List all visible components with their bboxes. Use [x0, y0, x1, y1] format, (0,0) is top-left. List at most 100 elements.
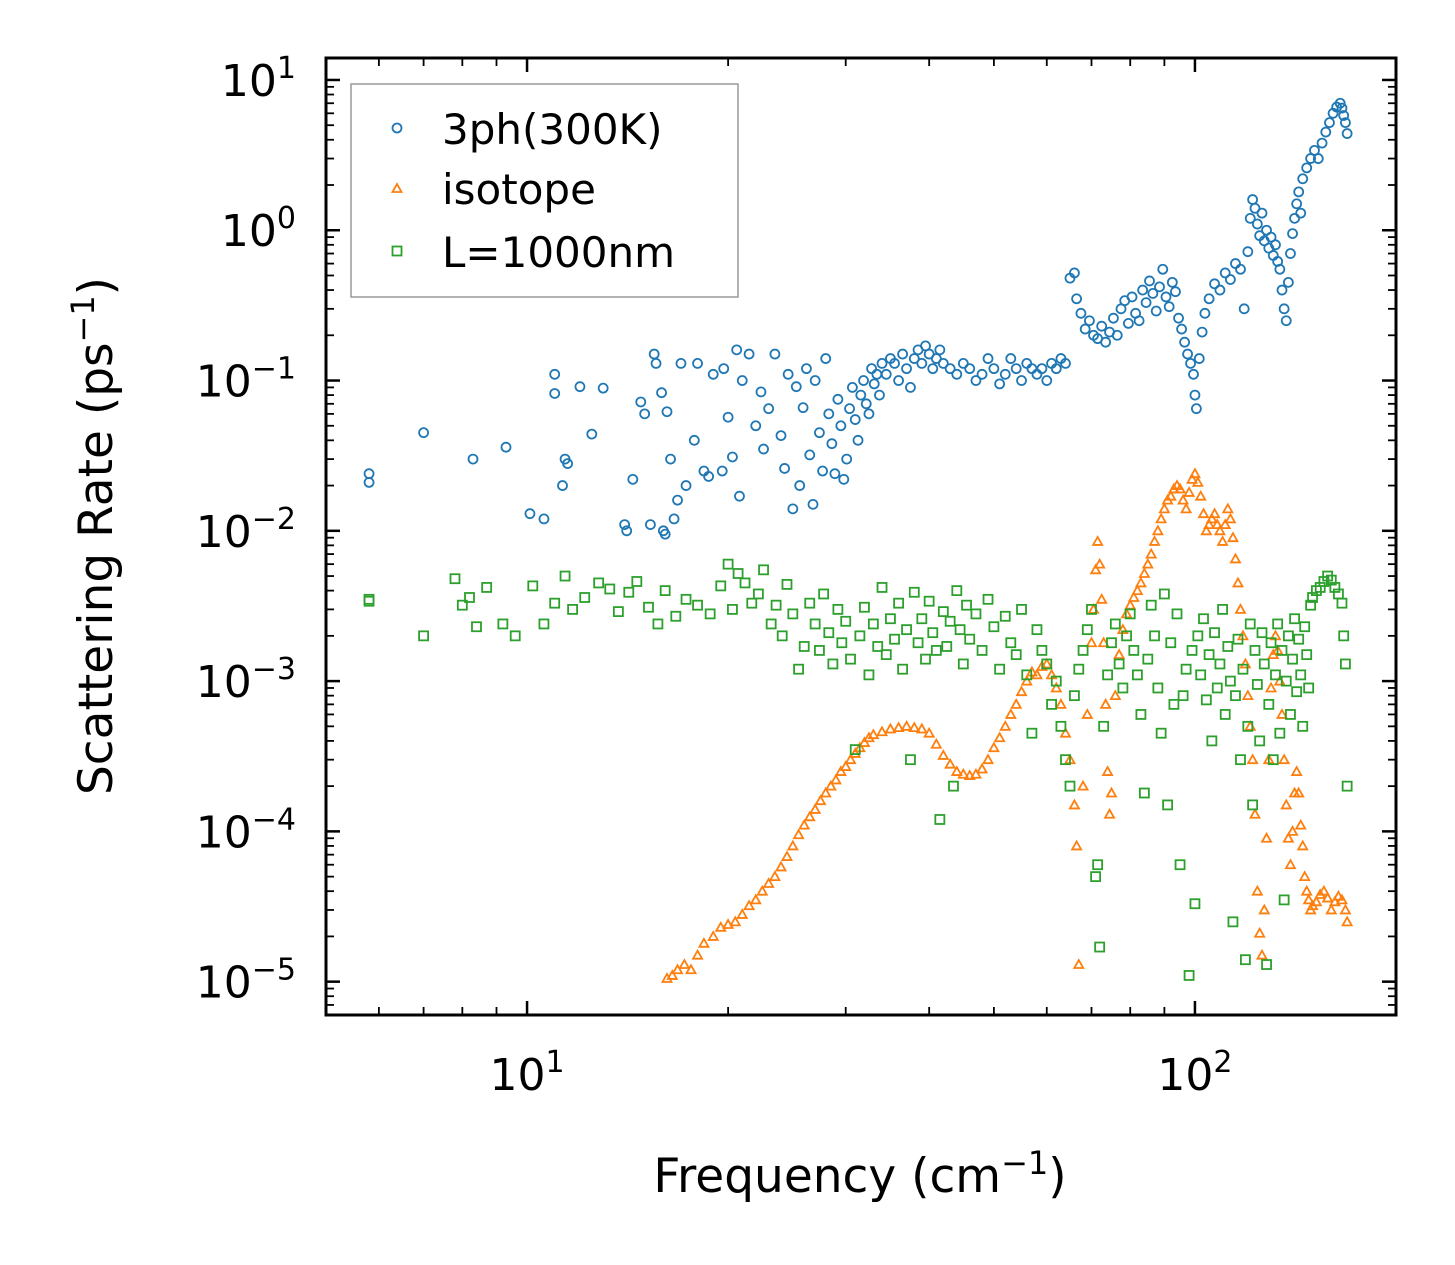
data-point	[1240, 954, 1251, 966]
x-axis-title-exp: −1	[1001, 1144, 1048, 1182]
data-point	[1216, 535, 1229, 546]
data-point	[1286, 825, 1299, 836]
data-point	[908, 721, 921, 733]
data-point	[1183, 486, 1196, 497]
data-point	[964, 633, 976, 645]
data-point	[1192, 630, 1204, 642]
data-point	[736, 908, 749, 919]
data-point	[920, 653, 931, 665]
data-point	[901, 624, 912, 636]
data-point	[1064, 780, 1076, 792]
data-point	[716, 465, 728, 477]
data-point	[961, 599, 972, 611]
data-point	[855, 389, 867, 401]
data-point	[1221, 502, 1234, 514]
data-point	[868, 378, 880, 390]
data-point	[982, 593, 994, 605]
data-point	[889, 633, 900, 645]
data-point	[1226, 531, 1239, 543]
data-point	[1179, 336, 1191, 348]
data-point	[819, 786, 832, 798]
data-point	[1280, 315, 1292, 327]
data-point	[804, 449, 816, 461]
data-point	[803, 810, 816, 822]
data-point	[734, 490, 745, 502]
data-point	[1174, 482, 1187, 494]
data-point	[1059, 726, 1072, 738]
y-tick-label: 10−5	[196, 953, 296, 1009]
data-point	[1224, 274, 1236, 285]
data-point	[1312, 153, 1324, 164]
data-point	[1050, 363, 1062, 375]
data-point	[1244, 618, 1256, 630]
data-point	[1191, 476, 1204, 487]
data-point	[1329, 582, 1341, 593]
y-tick-label: 10−2	[196, 502, 296, 558]
data-point	[1126, 291, 1138, 303]
data-point	[1222, 641, 1234, 652]
data-point	[807, 498, 819, 510]
data-point	[1124, 608, 1136, 620]
data-point	[999, 610, 1011, 622]
data-point	[1219, 709, 1231, 720]
data-point	[1158, 588, 1170, 600]
data-point	[1325, 903, 1338, 915]
data-point	[1278, 303, 1290, 315]
data-point	[793, 663, 804, 675]
data-point	[1127, 591, 1140, 602]
data-point	[951, 368, 963, 380]
data-point	[964, 363, 976, 375]
data-point	[905, 754, 916, 766]
data-point	[1338, 110, 1350, 121]
data-point	[893, 597, 905, 609]
data-point	[1072, 958, 1085, 969]
data-point	[1171, 608, 1183, 620]
data-point	[1183, 970, 1195, 981]
data-point	[776, 630, 788, 642]
data-point	[1041, 375, 1053, 386]
data-point	[1214, 284, 1226, 296]
data-point	[1163, 301, 1175, 313]
data-point	[897, 348, 909, 360]
data-point	[1253, 926, 1266, 938]
x-axis-title: Frequency (cm−1)	[653, 1144, 1066, 1204]
data-point	[652, 618, 664, 630]
data-point	[697, 936, 710, 948]
data-point	[829, 773, 842, 785]
data-point	[1131, 669, 1143, 681]
data-point	[1305, 599, 1317, 611]
data-point	[749, 893, 762, 905]
data-point	[944, 615, 956, 627]
data-point	[1284, 858, 1297, 870]
data-point	[1328, 895, 1341, 907]
data-point	[684, 963, 698, 975]
data-point	[1276, 284, 1288, 296]
data-point	[957, 767, 970, 779]
data-point	[814, 645, 825, 656]
data-point	[497, 618, 509, 630]
data-point	[817, 465, 828, 477]
data-point	[707, 368, 719, 380]
data-point	[1219, 518, 1232, 529]
data-point	[714, 920, 727, 932]
data-point	[645, 519, 656, 530]
data-point	[758, 443, 769, 455]
data-point	[752, 588, 764, 600]
data-point	[863, 408, 875, 420]
data-point	[1231, 576, 1245, 588]
data-point	[981, 753, 995, 765]
data-point	[1209, 627, 1220, 639]
data-point	[1031, 624, 1043, 636]
legend-frame	[350, 83, 739, 298]
data-point	[994, 378, 1006, 390]
data-point	[1261, 959, 1272, 970]
data-point	[1248, 807, 1262, 819]
data-point	[884, 722, 897, 734]
data-point	[1073, 663, 1085, 675]
data-point	[1041, 658, 1053, 670]
data-point	[1054, 698, 1067, 709]
data-point	[937, 749, 950, 760]
data-point	[1244, 212, 1256, 224]
data-point	[782, 368, 794, 380]
data-point	[1095, 592, 1108, 604]
